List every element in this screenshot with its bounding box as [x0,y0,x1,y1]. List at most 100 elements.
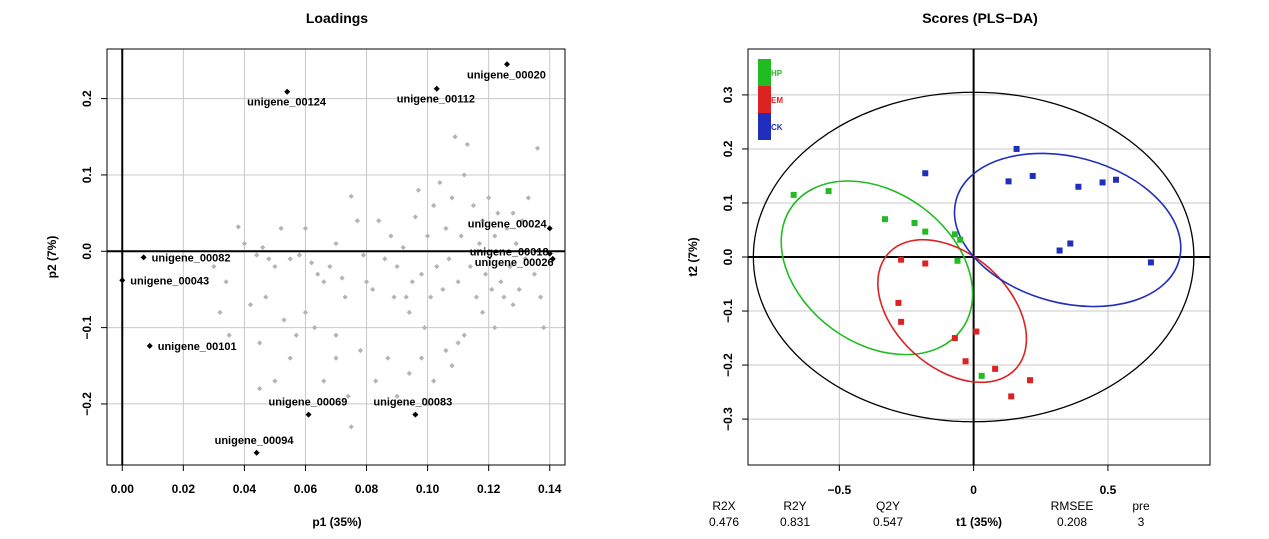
loading-point [406,370,412,377]
loading-point-label: unigene_00094 [215,435,295,447]
loadings-x-tick-label: 0.02 [172,482,196,496]
loadings-y-tick-label: 0.1 [80,166,94,183]
loadings-y-tick-label: −0.1 [80,315,94,339]
stats-header: Q2Y [876,499,900,513]
loading-point [489,286,495,293]
loading-point [266,256,272,262]
loading-point [376,218,382,224]
group-ellipse [780,180,974,356]
loading-point [534,145,541,151]
scores-x-tick-label: −0.5 [827,483,851,497]
scores-y-tick-label: −0.2 [721,353,735,377]
scores-y-tick-label: 0.0 [721,248,735,265]
loading-point [287,355,293,361]
loading-point-labeled [146,342,153,349]
loading-point [287,256,293,262]
loading-point [483,271,489,277]
loadings-x-tick-label: 0.10 [416,482,440,496]
loading-point-labeled [433,85,440,92]
loading-point [400,244,406,251]
loading-point [428,294,434,300]
loading-point [452,134,458,140]
loadings-x-axis-label: p1 (35%) [312,515,361,529]
loading-point-label: unigene_00069 [269,397,348,409]
hotelling-ellipse [752,91,1195,423]
stats-header: pre [1132,499,1150,513]
loading-point [345,393,351,399]
loading-point [418,355,425,361]
stats-value: 0.547 [873,515,903,529]
legend-swatch [758,59,771,86]
score-point [911,219,918,226]
loading-point [528,248,535,254]
loading-point [333,241,339,247]
loading-point [495,210,501,216]
loading-point [425,233,431,239]
loading-point [431,202,437,209]
loading-point [302,225,309,231]
loading-point [473,294,480,300]
loading-point [470,202,476,209]
scores-y-tick-label: −0.1 [721,299,735,323]
loading-point-labeled [253,449,260,456]
loading-point [437,179,443,186]
score-point [962,358,969,365]
loading-point-labeled [546,250,553,257]
stats-value: 3 [1138,515,1145,529]
loading-point [443,225,449,231]
scores-x-tick-label: 0.5 [1100,483,1117,497]
loading-point-labeled [305,411,312,418]
loading-point [254,252,260,258]
loading-point [510,210,516,216]
scores-y-tick-label: −0.3 [721,407,735,431]
stats-header: R2Y [783,499,806,513]
legend-label: CK [771,123,783,132]
legend-label: EM [771,96,783,105]
legend-swatch [758,86,771,113]
loading-point [504,225,510,231]
loading-point-labeled [549,255,556,262]
loading-point [440,286,446,293]
loading-point [443,347,449,354]
scores-x-axis-label: t1 (35%) [956,515,1002,529]
loading-point [431,378,437,384]
loadings-x-ticks: 0.00 0.02 0.04 0.06 0.08 0.10 0.12 0.14 [111,465,562,496]
loading-point-label: unigene_00082 [152,252,231,264]
loading-point [235,224,241,230]
loading-point [385,355,391,361]
score-point [790,191,797,198]
loading-point [394,263,400,270]
loading-point [537,294,544,300]
loading-point [321,378,327,384]
loadings-unlabeled-points [211,134,547,430]
loadings-plot-frame [106,48,566,466]
loading-point [360,252,367,258]
score-point [1029,172,1036,179]
scores-model-stats: R2X 0.476 R2Y 0.831 Q2Y 0.547 RMSEE 0.208 pre 3 [709,499,1150,529]
loading-point-labeled [284,88,291,95]
group-ellipse [877,238,1028,384]
loading-point [260,244,266,251]
loading-point [315,271,321,277]
score-point [922,228,929,235]
loading-point [446,256,452,262]
loadings-title: Loadings [306,10,368,26]
loading-point [217,309,223,315]
loading-point [263,294,269,300]
score-point [898,318,905,325]
loading-point [476,241,483,247]
loading-point [339,275,345,281]
loading-point [321,279,327,285]
score-point [895,299,902,306]
loading-point [415,187,422,193]
score-point [922,260,929,267]
loading-point-label: unigene_00124 [247,97,327,109]
loading-point-label: unigene_00026 [475,257,554,269]
loading-point [519,218,525,224]
loading-point [510,302,516,308]
loading-point [501,294,507,300]
loadings-y-tick-label: 0.0 [80,243,94,260]
scores-panel: Scores (PLS−DA) HP EM CK −0.5 0 0.5 −0.3 −0.2… [686,10,1211,529]
loading-point [211,263,217,270]
